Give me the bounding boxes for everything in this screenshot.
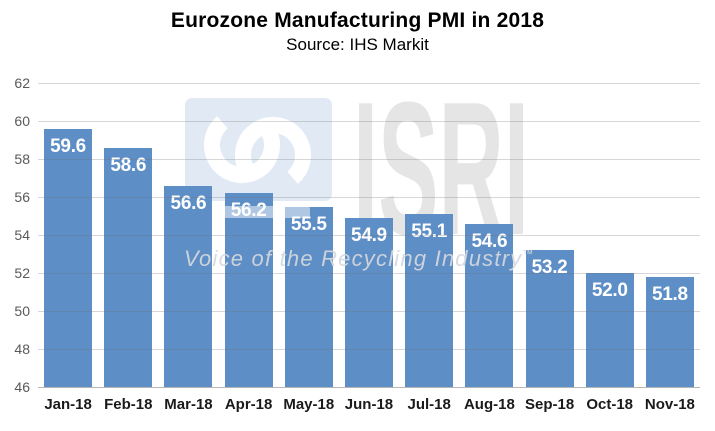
- bar-apr-18: 56.2: [224, 193, 273, 387]
- y-axis-label: 50: [14, 303, 30, 319]
- bar-value-label: 54.6: [471, 230, 508, 252]
- watermark-tagline: Voice of the Recycling Industry™: [184, 246, 533, 272]
- gridline: [38, 159, 700, 160]
- x-axis-label: Apr-18: [224, 396, 273, 413]
- interlocking-rings-icon: [204, 107, 311, 193]
- bar-value-label: 55.5: [290, 213, 327, 235]
- bar-value-label: 51.8: [651, 283, 688, 305]
- x-axis-label: Oct-18: [586, 396, 634, 413]
- y-axis-label: 62: [14, 75, 30, 91]
- x-axis-label: May-18: [283, 396, 335, 413]
- y-axis-label: 46: [14, 379, 30, 395]
- bar-nov-18: 51.8: [645, 276, 694, 387]
- y-axis-label: 60: [14, 113, 30, 129]
- y-axis-label: 48: [14, 341, 30, 357]
- x-axis-label: Aug-18: [463, 396, 515, 413]
- bar-value-label: 58.6: [110, 154, 147, 176]
- gridline: [38, 83, 700, 84]
- bar-value-label: 55.1: [411, 221, 448, 243]
- x-axis-label: Jul-18: [407, 396, 451, 413]
- x-axis-label: Feb-18: [104, 396, 153, 413]
- x-axis-line: [38, 387, 700, 388]
- bar-sep-18: 53.2: [525, 250, 574, 387]
- watermark-highlight-band: [214, 206, 310, 218]
- watermark-tagline-text: Voice of the Recycling Industry: [184, 246, 523, 271]
- bar-value-label: 53.2: [531, 257, 568, 279]
- gridline: [38, 235, 700, 236]
- x-axis-label: Jan-18: [44, 396, 92, 413]
- plot-area: ISRI Voice of the Recycling Industry™ 59…: [38, 83, 700, 388]
- bar-aug-18: 54.6: [465, 223, 514, 387]
- x-axis-label: Mar-18: [164, 396, 213, 413]
- bar-value-label: 56.6: [170, 192, 207, 214]
- x-axis-label: Nov-18: [644, 396, 695, 413]
- bar-oct-18: 52.0: [585, 273, 634, 387]
- y-axis-label: 58: [14, 151, 30, 167]
- bar-feb-18: 58.6: [104, 147, 153, 387]
- chart-title: Eurozone Manufacturing PMI in 2018: [170, 9, 545, 32]
- x-axis-label: Jun-18: [344, 396, 394, 413]
- bar-jun-18: 54.9: [344, 217, 393, 387]
- chart-subtitle: Source: IHS Markit: [286, 35, 429, 54]
- bar-value-label: 54.9: [351, 224, 387, 246]
- gridline: [38, 197, 700, 198]
- x-axis-label: Sep-18: [524, 396, 575, 413]
- y-axis-label: 56: [14, 189, 30, 205]
- isri-logo-square: [185, 98, 332, 201]
- bar-value-label: 59.6: [50, 135, 86, 157]
- y-axis-label: 54: [14, 227, 30, 243]
- bar-jan-18: 59.6: [44, 128, 93, 387]
- gridline: [38, 311, 700, 312]
- bar-may-18: 55.5: [284, 206, 333, 387]
- trademark-symbol: ™: [522, 248, 534, 261]
- bar-value-label: 52.0: [591, 280, 628, 301]
- y-axis-label: 52: [14, 265, 30, 281]
- bar-mar-18: 56.6: [164, 185, 213, 387]
- gridline: [38, 121, 700, 122]
- gridline: [38, 349, 700, 350]
- bar-jul-18: 55.1: [405, 214, 454, 387]
- gridline: [38, 273, 700, 274]
